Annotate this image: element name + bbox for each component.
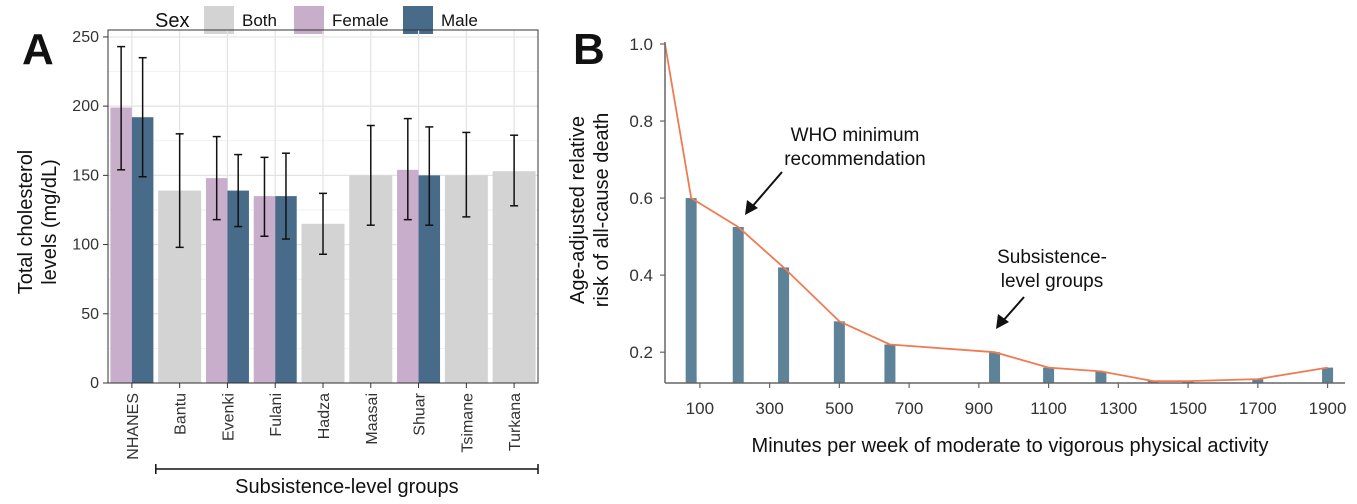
panel-b-x-tick-label: 700 — [895, 399, 923, 418]
panel-a-bar — [205, 178, 228, 383]
panel-b-x-tick-label: 300 — [755, 399, 783, 418]
panel-a-error-bar — [366, 124, 375, 226]
panel-b-bar — [778, 267, 790, 383]
annotation-subsistence-line1: Subsistence- — [997, 247, 1107, 268]
panel-b-bar — [884, 344, 896, 383]
panel-a-error-bar — [462, 131, 471, 218]
panel-b-x-tick-label: 1300 — [1099, 399, 1137, 418]
panel-a-bar — [418, 175, 441, 383]
panel-b-bar — [1182, 381, 1194, 383]
panel-b-bar — [1252, 379, 1264, 383]
panel-a-error-bar — [403, 117, 412, 221]
panel-b-y-tick-label: 0.8 — [629, 112, 653, 131]
panel-a-x-tick-label: Evenki — [220, 393, 237, 441]
panel-a-y-axis-title-line2: levels (mg/dL) — [39, 159, 61, 285]
panel-b-risk-line — [664, 43, 1328, 382]
panel-b-letter: B — [573, 25, 605, 74]
panel-a-y-tick-label: 50 — [81, 306, 99, 323]
panel-b-bar — [1043, 367, 1055, 383]
panel-a-x-tick-label: Maasai — [364, 393, 381, 445]
annotation-who-line2: recommendation — [784, 149, 926, 170]
panel-b-bar — [1322, 367, 1334, 383]
panel-b-x-tick-label: 1100 — [1030, 399, 1067, 418]
panel-b-y-tick-label: 0.4 — [629, 266, 653, 285]
legend-swatch-female — [294, 6, 324, 34]
panel-a-x-axis-title: Subsistence-level groups — [235, 476, 458, 498]
panel-b-y-axis-title-line1: Age-adjusted relative — [567, 116, 589, 304]
panel-a-y-axis: 0 50 100 150 200 250 — [72, 29, 108, 392]
panel-b-x-tick-label: 1700 — [1239, 399, 1277, 418]
panel-a-error-bar — [138, 56, 147, 178]
panel-a-bar — [275, 196, 297, 383]
panel-b-bar — [1095, 371, 1107, 383]
panel-b-bar — [1147, 381, 1159, 383]
panel-a-error-bar — [319, 192, 327, 256]
annotation-who-line1: WHO minimum — [791, 125, 920, 146]
panel-b-x-tick-label: 1500 — [1169, 399, 1207, 418]
panel-b-bar — [685, 198, 697, 383]
panel-b-y-tick-label: 0.2 — [629, 343, 653, 362]
panel-a-x-tick-label: Shuar — [412, 392, 429, 435]
panel-a-x-axis: NHANES Bantu Evenki Fulani Hadza Maasai Shuar T… — [125, 383, 524, 460]
legend-label-male: Male — [441, 11, 478, 30]
panel-a-y-axis-title-line1: Total cholesterol — [15, 150, 37, 295]
panel-b-y-axis-title-line2: risk of all-cause death — [591, 113, 613, 308]
panel-b-bars — [685, 198, 1334, 383]
legend-title: Sex — [155, 10, 189, 32]
panel-a-bar — [253, 196, 276, 383]
legend-swatch-both — [204, 6, 234, 34]
panel-a-error-bar — [212, 135, 221, 221]
panel-b-x-tick-label: 900 — [965, 399, 993, 418]
panel-a-bar — [227, 190, 249, 383]
panel-b-y-tick-label: 0.6 — [629, 189, 653, 208]
panel-a-y-tick-label: 200 — [72, 98, 99, 115]
legend-label-female: Female — [332, 11, 389, 30]
panel-a-x-tick-label: Turkana — [507, 393, 524, 451]
panel-b-bar — [989, 352, 1001, 383]
panel-a-x-tick-label: NHANES — [125, 393, 142, 460]
panel-b-bar — [833, 321, 845, 383]
panel-a-x-tick-label: Fulani — [268, 393, 285, 437]
panel-b-y-tick-label: 1.0 — [629, 35, 653, 54]
panel-a-x-tick-label: Hadza — [316, 393, 333, 439]
panel-a-x-tick-label: Tsimane — [459, 393, 476, 453]
panel-a-bar — [110, 107, 132, 383]
panel-b-bar — [732, 226, 744, 383]
panel-b-x-tick-label: 500 — [825, 399, 853, 418]
panel-a-legend: Sex Both Female Male — [155, 6, 478, 34]
panel-b-x-axis-title: Minutes per week of moderate to vigorous… — [752, 435, 1269, 457]
panel-a-y-tick-label: 0 — [90, 375, 99, 392]
panel-a-bar — [131, 117, 154, 383]
panel-a-error-bar — [281, 152, 290, 240]
legend-swatch-male — [403, 6, 433, 34]
panel-a-error-bar — [175, 133, 184, 249]
panel-b-x-tick-label: 100 — [686, 399, 714, 418]
panel-b-x-tick-label: 1900 — [1309, 399, 1347, 418]
panel-a-error-bar — [260, 156, 269, 238]
panel-a-bars — [110, 107, 536, 383]
panel-b-axes: 0.2 0.4 0.6 0.8 1.0 100 300 500 700 900 1100 1300 15… — [629, 35, 1346, 418]
panel-a-letter: A — [22, 25, 54, 74]
panel-a-error-bar — [234, 153, 243, 228]
panel-a-error-bar — [510, 134, 519, 207]
legend-label-both: Both — [242, 11, 277, 30]
panel-a-y-tick-label: 250 — [72, 29, 99, 46]
panel-a-y-tick-label: 150 — [72, 167, 99, 184]
panel-a-x-tick-label: Bantu — [173, 393, 190, 435]
panel-a-y-tick-label: 100 — [72, 237, 99, 254]
annotation-subsistence-arrow — [996, 296, 1025, 329]
annotation-who-arrow — [745, 171, 783, 215]
panel-a-error-bars — [117, 45, 519, 256]
panel-a-bar — [397, 169, 419, 383]
annotation-subsistence-line2: level groups — [1001, 271, 1103, 292]
panel-a-error-bar — [117, 45, 126, 171]
panel-a-error-bar — [425, 126, 434, 226]
